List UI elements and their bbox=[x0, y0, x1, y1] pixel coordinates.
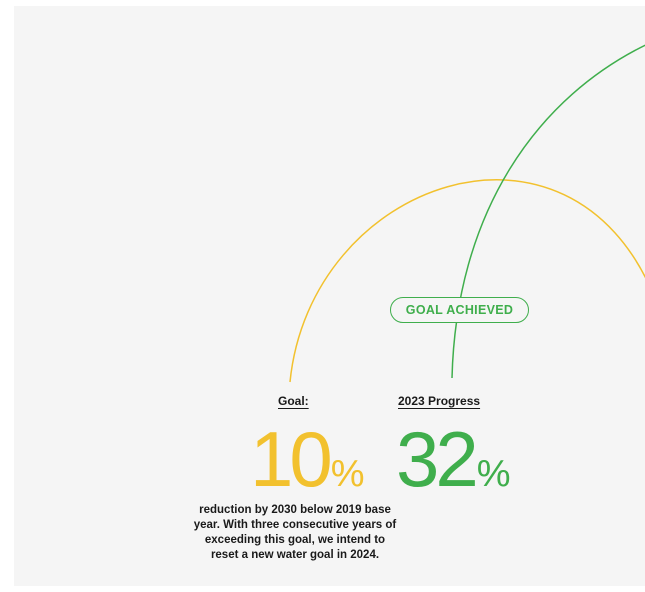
progress-percent-sign: % bbox=[476, 453, 511, 495]
progress-number: 32 bbox=[396, 415, 479, 503]
goal-progress-panel: GOAL ACHIEVED Goal: 2023 Progress 10 % 3… bbox=[14, 6, 645, 586]
progress-label: 2023 Progress bbox=[398, 394, 481, 408]
arcs-graphic bbox=[289, 44, 645, 383]
progress-arc bbox=[451, 44, 645, 379]
goal-value: 10 % bbox=[250, 420, 365, 498]
goal-arc bbox=[289, 179, 645, 383]
goal-number: 10 bbox=[250, 415, 333, 503]
goal-percent-sign: % bbox=[330, 453, 365, 495]
progress-value: 32 % bbox=[396, 420, 511, 498]
goal-achieved-badge: GOAL ACHIEVED bbox=[390, 297, 529, 323]
goal-label: Goal: bbox=[278, 394, 309, 408]
goal-description: reduction by 2030 below 2019 base year. … bbox=[193, 504, 397, 561]
